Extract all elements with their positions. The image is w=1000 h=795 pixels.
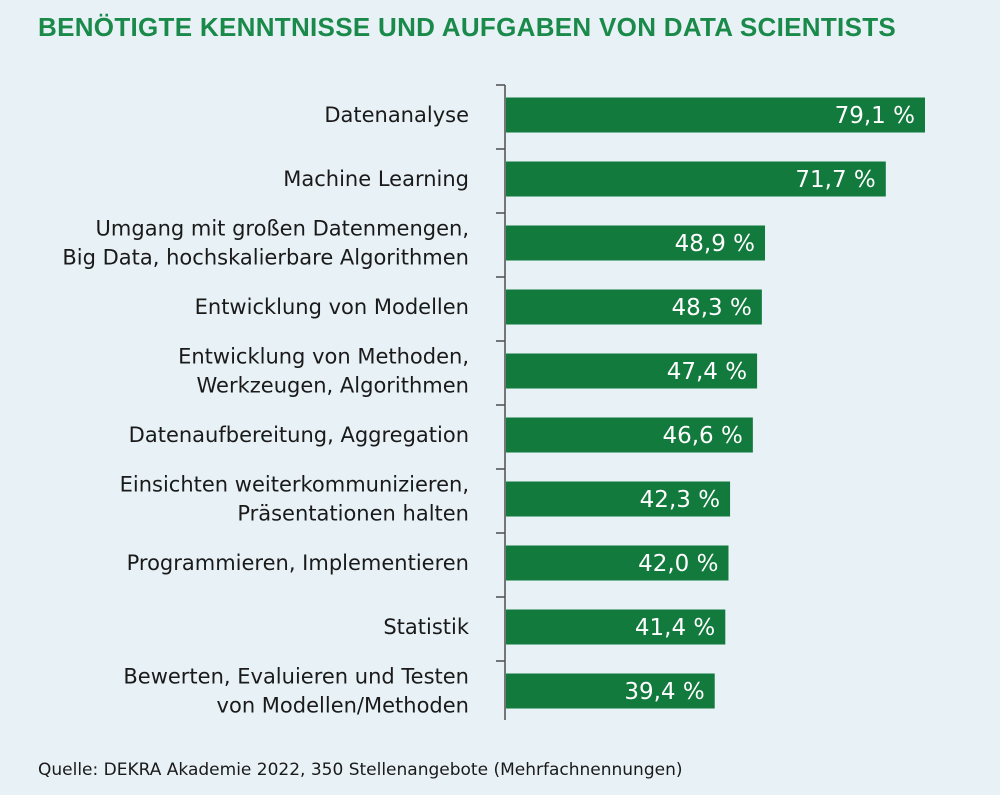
value-label: 48,9 %	[675, 231, 755, 257]
category-label: Bewerten, Evaluieren und Testen von Model…	[123, 665, 469, 718]
category-label: Machine Learning	[283, 167, 469, 191]
category-label: Umgang mit großen Datenmengen, Big Data, …	[62, 217, 469, 270]
chart-title: BENÖTIGTE KENNTNISSE UND AUFGABEN VON DA…	[38, 12, 897, 42]
bar	[506, 97, 925, 133]
bar	[506, 673, 715, 709]
value-label: 47,4 %	[667, 359, 747, 385]
bar	[506, 289, 762, 325]
bar	[506, 417, 753, 453]
source-note: Quelle: DEKRA Akademie 2022, 350 Stellen…	[38, 760, 683, 780]
bar	[506, 545, 729, 581]
category-label: Statistik	[383, 615, 470, 639]
category-label: Einsichten weiterkommunizieren, Präsentat…	[120, 473, 469, 526]
category-label: Entwicklung von Modellen	[195, 295, 469, 319]
bar	[506, 225, 766, 261]
value-label: 71,7 %	[795, 167, 875, 193]
value-label: 48,3 %	[671, 295, 751, 321]
category-label: Programmieren, Implementieren	[127, 551, 469, 575]
bar	[506, 481, 731, 517]
value-label: 42,0 %	[638, 551, 718, 577]
value-label: 39,4 %	[624, 679, 704, 705]
bar	[506, 161, 886, 197]
value-label: 79,1 %	[835, 103, 915, 129]
bar	[506, 609, 726, 645]
category-label: Datenaufbereitung, Aggregation	[129, 423, 469, 447]
value-label: 42,3 %	[640, 487, 720, 513]
category-label: Entwicklung von Methoden, Werkzeugen, Alg…	[178, 345, 469, 398]
value-label: 41,4 %	[635, 615, 715, 641]
category-label: Datenanalyse	[324, 103, 469, 127]
bar	[506, 353, 758, 389]
value-label: 46,6 %	[662, 423, 742, 449]
